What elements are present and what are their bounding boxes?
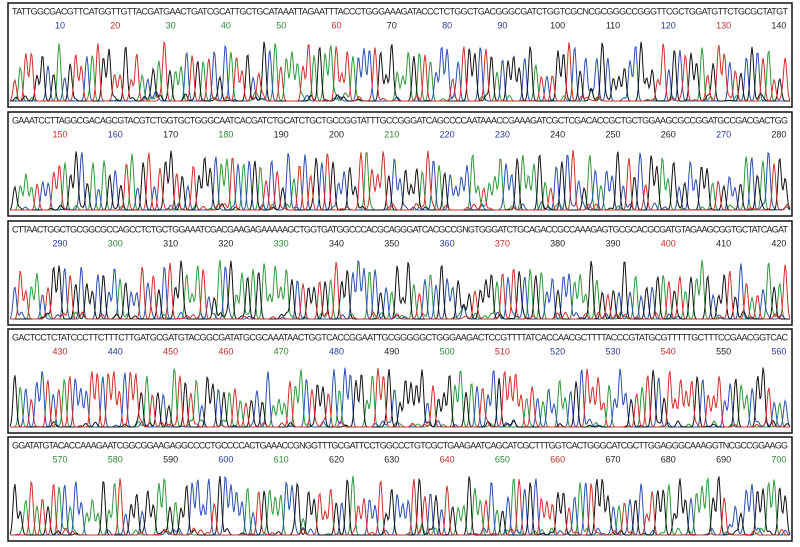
trace-T (10, 367, 790, 428)
position-label: 590 (163, 454, 178, 464)
position-label: 570 (52, 454, 67, 464)
position-label: 520 (550, 346, 565, 356)
position-label: 400 (661, 238, 676, 248)
position-label: 610 (274, 454, 289, 464)
position-label: 260 (661, 129, 676, 139)
position-label: 300 (108, 238, 123, 248)
position-label: 100 (550, 20, 565, 30)
position-label: 380 (550, 238, 565, 248)
position-label: 190 (274, 129, 289, 139)
position-label: 670 (605, 454, 620, 464)
position-label: 90 (497, 20, 507, 30)
position-label: 440 (108, 346, 123, 356)
position-label: 210 (384, 129, 399, 139)
position-label: 480 (329, 346, 344, 356)
position-label: 320 (218, 238, 233, 248)
position-label: 580 (108, 454, 123, 464)
position-label: 160 (108, 129, 123, 139)
sequence: CTTAACTGGCTGCGGCGCCAGCCTCTGCTGGAAATCGACG… (12, 224, 789, 234)
position-label: 460 (218, 346, 233, 356)
position-label: 390 (605, 238, 620, 248)
sequence: GAAATCCTTAGGCGACAGCGTACGTCTGGTGCTGGGCAAT… (12, 115, 788, 125)
trace-T (10, 261, 791, 320)
position-label: 530 (605, 346, 620, 356)
position-label: 500 (440, 346, 455, 356)
position-label: 470 (274, 346, 289, 356)
position-label: 80 (442, 20, 452, 30)
position-label: 20 (110, 20, 120, 30)
sequence: TATTGGCGACGTTCATGGTTGTTACGATGAACTGATCGCA… (12, 6, 788, 16)
position-label: 690 (716, 454, 731, 464)
position-label: 360 (440, 238, 455, 248)
position-label: 110 (606, 20, 620, 30)
trace-T (10, 478, 790, 536)
position-label: 250 (605, 129, 620, 139)
panel-border (7, 220, 793, 326)
trace-panel: GAAATCCTTAGGCGACAGCGTACGTCTGGTGCTGGGCAAT… (7, 111, 793, 217)
panel-border (7, 2, 793, 108)
position-label: 330 (274, 238, 289, 248)
position-label: 60 (331, 20, 341, 30)
position-label: 420 (771, 238, 786, 248)
position-label: 410 (716, 238, 731, 248)
position-label: 600 (218, 454, 233, 464)
position-label: 620 (329, 454, 344, 464)
panel-border (7, 436, 793, 542)
position-label: 700 (771, 454, 786, 464)
position-label: 40 (221, 20, 231, 30)
position-label: 140 (771, 20, 786, 30)
position-label: 180 (218, 129, 233, 139)
position-label: 660 (550, 454, 565, 464)
position-label: 280 (771, 129, 786, 139)
sequence: GGATATGTACACCAAAGAATCGGCGGAAGAGGCCCCTGCC… (12, 440, 788, 450)
position-label: 120 (661, 20, 676, 30)
position-label: 310 (163, 238, 178, 248)
position-label: 220 (440, 129, 455, 139)
sequence: GACTCCTCTATCCCTTCTTTCTTGATGCGATGTACGGCGA… (12, 332, 788, 342)
trace-panel: GGATATGTACACCAAAGAATCGGCGGAAGAGGCCCCTGCC… (7, 436, 793, 542)
position-label: 240 (550, 129, 565, 139)
trace-panel: GACTCCTCTATCCCTTCTTTCTTGATGCGATGTACGGCGA… (7, 328, 793, 434)
position-label: 170 (163, 129, 178, 139)
position-label: 680 (661, 454, 676, 464)
position-label: 650 (495, 454, 510, 464)
position-label: 230 (495, 129, 510, 139)
position-label: 490 (384, 346, 399, 356)
position-label: 640 (440, 454, 455, 464)
trace-T (10, 149, 791, 211)
trace-G (10, 260, 790, 320)
trace-panel: CTTAACTGGCTGCGGCGCCAGCCTCTGCTGGAAATCGACG… (7, 220, 793, 326)
trace-panel: TATTGGCGACGTTCATGGTTGTTACGATGAACTGATCGCA… (7, 2, 793, 108)
trace-G (9, 367, 791, 428)
position-label: 630 (384, 454, 399, 464)
position-label: 70 (387, 20, 397, 30)
position-label: 10 (55, 20, 65, 30)
position-label: 290 (52, 238, 67, 248)
position-label: 450 (163, 346, 178, 356)
position-label: 200 (329, 129, 344, 139)
position-label: 50 (276, 20, 286, 30)
position-label: 550 (716, 346, 731, 356)
position-label: 370 (495, 238, 510, 248)
position-label: 270 (716, 129, 731, 139)
position-label: 340 (329, 238, 344, 248)
position-label: 130 (716, 20, 731, 30)
position-label: 150 (52, 129, 67, 139)
trace-T (9, 41, 791, 102)
position-label: 560 (771, 346, 786, 356)
position-label: 510 (495, 346, 510, 356)
position-label: 30 (166, 20, 176, 30)
position-label: 540 (661, 346, 676, 356)
position-label: 430 (52, 346, 67, 356)
position-label: 350 (384, 238, 399, 248)
